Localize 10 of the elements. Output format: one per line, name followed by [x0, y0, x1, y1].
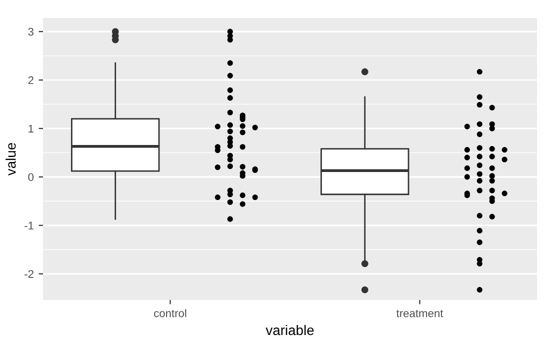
x-tick-label: control: [154, 309, 186, 318]
x-tick-label: treatment: [396, 310, 444, 318]
y-tick-label: 3: [28, 28, 34, 36]
x-axis-title: variable: [266, 324, 314, 336]
y-tick-label: -1: [24, 222, 34, 230]
y-tick-label: 1: [28, 124, 34, 132]
y-tick-label: -2: [24, 270, 34, 278]
y-axis-title: value: [6, 143, 16, 176]
y-tick-label: 2: [28, 76, 34, 84]
y-tick-label: 0: [28, 173, 34, 182]
